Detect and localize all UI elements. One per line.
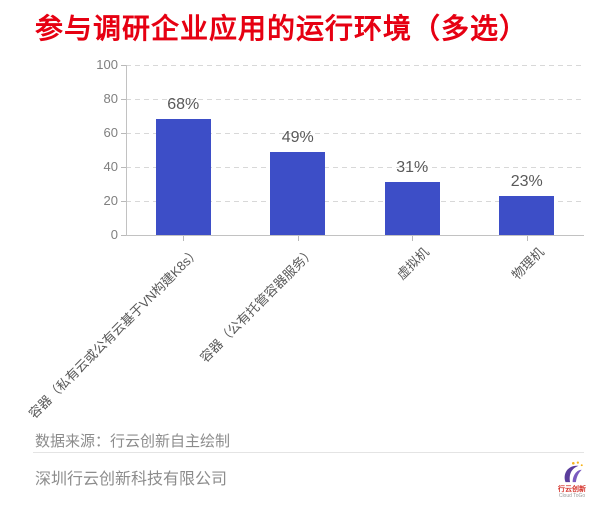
x-axis-tick — [412, 236, 414, 241]
data-source-note: 数据来源：行云创新自主绘制 — [35, 433, 231, 450]
cloudtogo-swirl-icon — [554, 460, 590, 486]
gridline — [126, 133, 584, 134]
y-axis-tick — [121, 65, 126, 66]
gridline — [126, 201, 584, 202]
bar-value-label: 31% — [396, 159, 429, 177]
bar-value-label: 49% — [281, 128, 314, 146]
cloudtogo-logo: 行云创新 Cloud ToGo — [554, 460, 590, 500]
bar — [499, 195, 555, 235]
bar — [384, 182, 440, 235]
x-axis-tick — [297, 236, 299, 241]
y-tick-label: 0 — [110, 227, 118, 242]
y-axis-tick — [121, 235, 126, 236]
y-axis-tick — [121, 167, 126, 168]
x-axis-tick — [183, 236, 185, 241]
gridline — [126, 167, 584, 168]
logo-tagline-text: Cloud ToGo — [558, 493, 586, 500]
bar — [155, 119, 211, 235]
bar-value-label: 68% — [167, 96, 200, 114]
x-axis-line — [126, 235, 584, 236]
y-tick-label: 20 — [103, 193, 118, 208]
y-axis-tick — [121, 99, 126, 100]
x-axis-label: 物理机 — [508, 244, 547, 283]
y-axis-line — [126, 65, 127, 235]
y-axis-tick — [121, 201, 126, 202]
gridline — [126, 99, 584, 100]
gridline — [126, 65, 584, 66]
y-axis-tick — [121, 133, 126, 134]
x-axis-tick — [526, 236, 528, 241]
bar — [270, 151, 326, 235]
y-tick-label: 80 — [103, 91, 118, 106]
y-tick-label: 100 — [96, 57, 118, 72]
bar-value-label: 23% — [510, 172, 543, 190]
company-name: 深圳行云创新科技有限公司 — [35, 471, 228, 488]
x-axis-label: 虚拟机 — [393, 244, 433, 283]
y-tick-label: 40 — [103, 159, 118, 174]
y-tick-label: 60 — [103, 125, 118, 140]
chart-title: 参与调研企业应用的运行环境（多选） — [35, 13, 529, 44]
logo-name-text: 行云创新 — [558, 486, 586, 493]
footer-divider — [33, 452, 584, 453]
